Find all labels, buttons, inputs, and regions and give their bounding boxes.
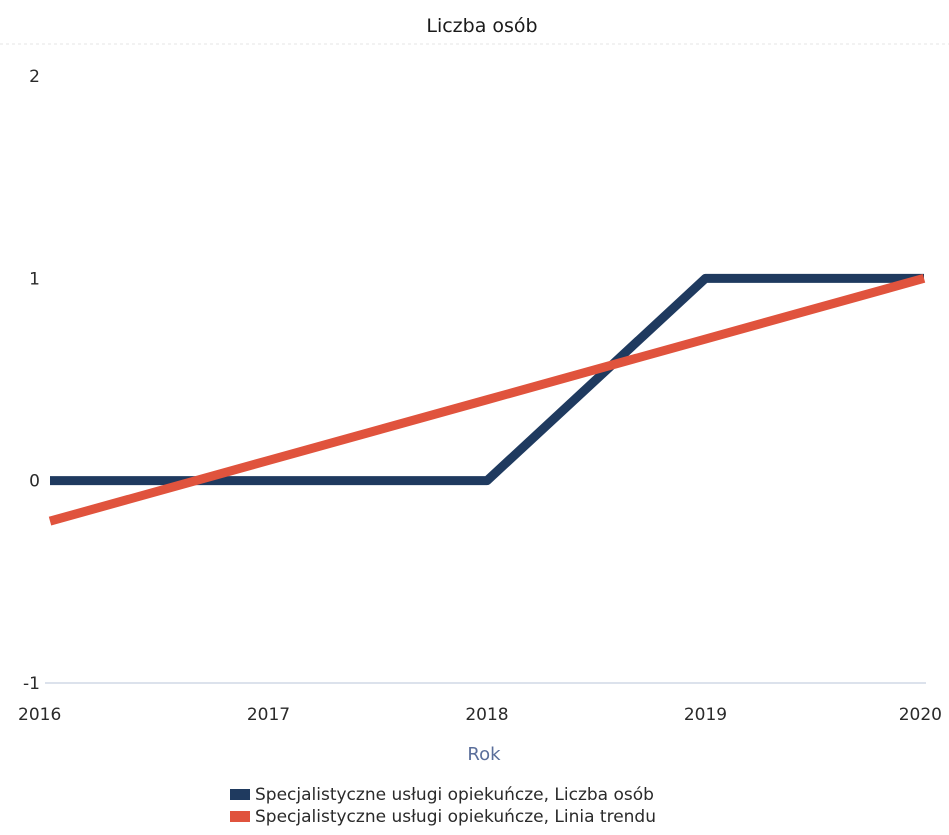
x-tick-label: 2019 xyxy=(684,705,727,725)
legend-label: Specjalistyczne usługi opiekuńcze, Linia… xyxy=(255,807,656,827)
legend-label: Specjalistyczne usługi opiekuńcze, Liczb… xyxy=(255,785,654,805)
series-line-2 xyxy=(48,273,926,526)
legend-swatch xyxy=(230,811,250,822)
y-axis-ticks: 2 1 0 -1 xyxy=(23,67,40,694)
y-tick-label: -1 xyxy=(23,674,40,694)
series-lines xyxy=(48,273,926,526)
chart-title: Liczba osób xyxy=(426,15,537,37)
x-axis-label: Rok xyxy=(467,744,501,765)
x-tick-label: 2018 xyxy=(465,705,508,725)
x-tick-label: 2016 xyxy=(18,705,61,725)
x-tick-label: 2020 xyxy=(899,705,942,725)
y-tick-label: 1 xyxy=(29,269,40,289)
y-tick-label: 0 xyxy=(29,472,40,492)
series-line-1 xyxy=(50,273,924,486)
x-tick-label: 2017 xyxy=(247,705,290,725)
x-axis-ticks: 2016 2017 2018 2019 2020 xyxy=(18,705,942,725)
legend: Specjalistyczne usługi opiekuńcze, Liczb… xyxy=(230,785,656,827)
legend-swatch xyxy=(230,789,250,800)
y-tick-label: 2 xyxy=(29,67,40,87)
